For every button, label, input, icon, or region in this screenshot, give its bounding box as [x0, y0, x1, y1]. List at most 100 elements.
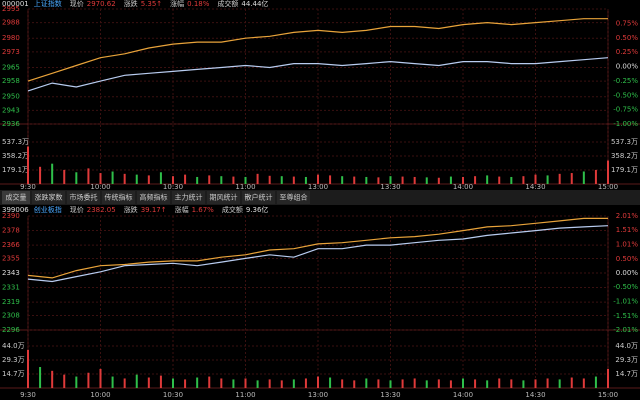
tab-label[interactable]: 散户统计 — [245, 193, 273, 202]
tab-label[interactable]: 期风统计 — [210, 193, 238, 202]
tab-label[interactable]: 成交量 — [6, 193, 27, 202]
tab[interactable] — [137, 191, 170, 204]
x-tick-label: 14:00 — [453, 391, 473, 399]
volume-tick-label: 14.7万 — [615, 370, 638, 378]
x-tick-label: 10:00 — [90, 183, 110, 191]
quote-text: 涨跌 — [124, 205, 138, 214]
volume-tick-label: 14.7万 — [2, 370, 25, 378]
volume-bar — [437, 379, 440, 388]
volume-bar — [413, 378, 416, 388]
y-tick-label: 2378 — [2, 227, 20, 235]
tab-label[interactable]: 传统指标 — [105, 193, 133, 202]
tab[interactable] — [242, 191, 275, 204]
y-tick-label: 2296 — [2, 326, 20, 334]
y2-tick-label: -0.25% — [613, 77, 638, 85]
tab[interactable] — [2, 191, 30, 204]
volume-bar — [365, 176, 368, 184]
tab[interactable] — [277, 191, 310, 204]
volume-bar — [184, 174, 187, 184]
quote-text: 2970.62 — [87, 0, 116, 8]
quote-text: 2382.05 — [87, 206, 116, 214]
volume-bar — [123, 378, 126, 388]
volume-bar — [474, 379, 477, 388]
tab-label[interactable]: 涨跌家数 — [35, 193, 63, 202]
tab-label[interactable]: 至尊组合 — [280, 193, 308, 202]
volume-tick-label: 179.1万 — [611, 166, 638, 174]
volume-bar — [87, 372, 90, 388]
volume-bar — [292, 176, 295, 184]
tab-label[interactable]: 高频指标 — [140, 193, 168, 202]
volume-bar — [99, 368, 102, 388]
y-tick-label: 2308 — [2, 311, 20, 319]
volume-bar — [51, 370, 54, 388]
volume-bar — [244, 378, 247, 388]
y-tick-label: 2355 — [2, 254, 20, 262]
y2-tick-label: 0.75% — [616, 19, 639, 27]
volume-bar — [208, 175, 211, 184]
y2-tick-label: 1.51% — [616, 226, 639, 234]
x-tick-label: 9:30 — [20, 391, 36, 399]
tab-label[interactable]: 市场委托 — [70, 193, 98, 202]
volume-bar — [341, 176, 344, 184]
y-tick-label: 2390 — [2, 212, 20, 220]
tab[interactable] — [67, 191, 100, 204]
volume-bar — [172, 378, 174, 388]
x-tick-label: 13:30 — [380, 391, 400, 399]
x-tick-label: 10:00 — [90, 391, 110, 399]
volume-bar — [196, 377, 199, 388]
volume-bar — [607, 160, 609, 184]
volume-bar — [341, 379, 344, 388]
volume-bar — [232, 176, 235, 184]
volume-bar — [498, 378, 501, 388]
volume-bar — [304, 378, 307, 388]
volume-bar — [546, 378, 549, 388]
quote-text: 创业板指 — [34, 205, 62, 214]
volume-bar — [304, 176, 307, 184]
x-tick-label: 13:30 — [380, 183, 400, 191]
volume-bar — [147, 175, 150, 184]
volume-bar — [534, 174, 537, 184]
y-tick-label: 2980 — [2, 34, 20, 42]
quote-text: 399006 — [2, 206, 29, 214]
quote-text: 成交额 — [217, 0, 238, 8]
y-tick-label: 2965 — [2, 63, 20, 71]
x-tick-label: 10:30 — [163, 183, 183, 191]
volume-tick-label: 537.3万 — [611, 138, 638, 146]
y2-tick-label: 0.50% — [616, 34, 639, 42]
tab-label[interactable]: 主力统计 — [175, 193, 203, 202]
y2-tick-label: 0.00% — [616, 63, 639, 71]
volume-bar — [159, 172, 162, 184]
volume-bar — [558, 173, 561, 184]
volume-tick-label: 44.0万 — [2, 342, 25, 350]
x-tick-label: 11:00 — [235, 183, 255, 191]
y-tick-label: 2995 — [2, 5, 20, 13]
x-tick-label: 11:00 — [235, 391, 255, 399]
x-tick-label: 14:00 — [453, 183, 473, 191]
volume-bar — [39, 367, 42, 388]
tab[interactable] — [172, 191, 205, 204]
quote-text: 成交额 — [222, 205, 243, 214]
tab[interactable] — [102, 191, 135, 204]
quote-text: 1.67% — [192, 206, 215, 214]
volume-bar — [401, 379, 404, 388]
volume-bar — [268, 175, 271, 184]
price-line — [27, 225, 609, 283]
volume-bar — [220, 378, 223, 388]
tab[interactable] — [207, 191, 240, 204]
price-line — [27, 57, 609, 92]
y-tick-label: 2958 — [2, 77, 20, 85]
y2-tick-label: 2.01% — [616, 212, 639, 220]
y2-tick-label: -1.01% — [613, 298, 638, 306]
volume-tick-label: 29.3万 — [615, 356, 638, 364]
y2-tick-label: -2.01% — [613, 326, 638, 334]
volume-bar — [462, 176, 464, 184]
y-tick-label: 2366 — [2, 241, 20, 249]
y2-tick-label: 0.00% — [616, 269, 639, 277]
y2-tick-label: -1.51% — [613, 312, 638, 320]
volume-bar — [63, 374, 66, 388]
volume-bar — [75, 172, 78, 184]
volume-bar — [413, 176, 416, 184]
tab[interactable] — [32, 191, 65, 204]
volume-bar — [99, 173, 102, 184]
volume-bar — [280, 380, 283, 388]
